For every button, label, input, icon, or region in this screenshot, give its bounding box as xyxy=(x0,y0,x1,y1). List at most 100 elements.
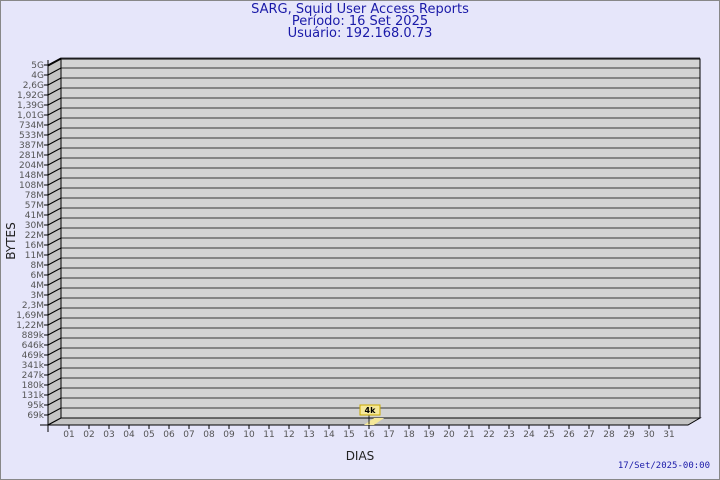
grid-diagonal xyxy=(47,257,62,266)
grid-diagonal xyxy=(47,387,62,396)
x-tick-label: 25 xyxy=(543,430,554,440)
footer-timestamp: 17/Set/2025-00:00 xyxy=(617,461,710,471)
y-tick-label: 30M xyxy=(25,221,44,231)
grid-diagonal xyxy=(47,307,62,316)
y-tick-label: 4G xyxy=(31,71,44,81)
chart-title: SARG, Squid User Access Reports xyxy=(251,2,469,17)
back-wall xyxy=(60,58,701,419)
y-tick-label: 148M xyxy=(19,171,44,181)
x-tick-label: 01 xyxy=(63,430,74,440)
y-tick-label: 16M xyxy=(25,241,44,251)
grid-diagonal xyxy=(47,407,62,416)
y-tick-label: 247k xyxy=(22,371,45,381)
x-tick-label: 20 xyxy=(443,430,455,440)
y-tick-label: 4M xyxy=(31,281,45,291)
x-tick-label: 24 xyxy=(523,430,535,440)
x-tick-label: 27 xyxy=(583,430,594,440)
x-axis-title: DIAS xyxy=(346,449,375,463)
y-tick-label: 204M xyxy=(19,161,44,171)
y-tick-label: 889k xyxy=(22,331,45,341)
x-tick-label: 21 xyxy=(463,430,474,440)
y-tick-label: 533M xyxy=(19,131,44,141)
x-tick-label: 16 xyxy=(363,430,375,440)
y-tick-label: 41M xyxy=(25,211,44,221)
x-tick-label: 02 xyxy=(83,430,94,440)
grid-diagonal xyxy=(47,87,62,96)
y-tick-label: 6M xyxy=(31,271,45,281)
y-tick-label: 11M xyxy=(25,251,44,261)
grid-diagonal xyxy=(47,217,62,226)
x-tick-label: 15 xyxy=(343,430,354,440)
y-tick-label: 734M xyxy=(19,121,44,131)
x-tick-label: 12 xyxy=(283,430,294,440)
x-tick-label: 29 xyxy=(623,430,635,440)
grid-diagonal xyxy=(47,77,62,86)
y-tick-label: 469k xyxy=(22,351,45,361)
x-tick-label: 06 xyxy=(163,430,175,440)
x-tick-label: 19 xyxy=(423,430,435,440)
x-tick-label: 30 xyxy=(643,430,655,440)
y-axis-title: BYTES xyxy=(4,222,18,259)
y-tick-label: 5G xyxy=(31,61,44,71)
y-tick-label: 131k xyxy=(22,391,45,401)
grid-diagonal xyxy=(47,327,62,336)
y-tick-label: 387M xyxy=(19,141,44,151)
x-tick-label: 22 xyxy=(483,430,494,440)
grid-diagonal xyxy=(47,117,62,126)
grid-diagonal xyxy=(47,287,62,296)
x-tick-label: 04 xyxy=(123,430,135,440)
grid-diagonal xyxy=(47,157,62,166)
x-tick-label: 03 xyxy=(103,430,114,440)
grid-diagonal xyxy=(47,397,62,406)
grid-diagonal xyxy=(47,187,62,196)
y-tick-label: 108M xyxy=(19,181,44,191)
grid-diagonal xyxy=(47,67,62,76)
grid-diagonal xyxy=(47,277,62,286)
x-tick-label: 07 xyxy=(183,430,194,440)
y-tick-label: 78M xyxy=(25,191,44,201)
x-tick-label: 13 xyxy=(303,430,314,440)
grid-diagonal xyxy=(47,297,62,306)
y-tick-label: 69k xyxy=(27,411,44,421)
grid-diagonal xyxy=(47,317,62,326)
x-tick-label: 28 xyxy=(603,430,615,440)
bar-data-label: 4k xyxy=(365,406,377,415)
x-tick-label: 09 xyxy=(223,430,235,440)
x-tick-label: 23 xyxy=(503,430,514,440)
grid-diagonal xyxy=(47,97,62,106)
grid-diagonal xyxy=(47,147,62,156)
grid-diagonal xyxy=(47,227,62,236)
x-tick-label: 11 xyxy=(263,430,274,440)
y-tick-label: 1,69M xyxy=(16,311,44,321)
x-tick-label: 05 xyxy=(143,430,154,440)
grid-diagonal xyxy=(47,367,62,376)
y-tick-label: 3M xyxy=(31,291,45,301)
x-tick-label: 17 xyxy=(383,430,394,440)
y-tick-label: 1,39G xyxy=(17,101,44,111)
grid-diagonal xyxy=(47,127,62,136)
grid-diagonal xyxy=(47,237,62,246)
y-tick-label: 341k xyxy=(22,361,45,371)
grid-diagonal xyxy=(47,247,62,256)
grid-diagonal xyxy=(47,167,62,176)
y-tick-label: 2,6G xyxy=(23,81,44,91)
x-tick-label: 14 xyxy=(323,430,335,440)
x-tick-label: 18 xyxy=(403,430,415,440)
chart-period: Período: 16 Set 2025 xyxy=(291,14,429,29)
y-tick-label: 57M xyxy=(25,201,44,211)
grid-diagonal xyxy=(47,197,62,206)
y-tick-label: 646k xyxy=(22,341,45,351)
chart-user: Usuário: 192.168.0.73 xyxy=(287,26,433,41)
grid-diagonal xyxy=(47,207,62,216)
x-tick-label: 26 xyxy=(563,430,575,440)
y-tick-label: 8M xyxy=(31,261,45,271)
grid-diagonal xyxy=(47,377,62,386)
grid-diagonal xyxy=(47,357,62,366)
grid-diagonal xyxy=(47,267,62,276)
y-tick-label: 1,22M xyxy=(16,321,44,331)
grid-diagonal xyxy=(47,137,62,146)
grid-diagonal xyxy=(47,347,62,356)
y-tick-label: 95k xyxy=(27,401,44,411)
y-tick-label: 281M xyxy=(19,151,44,161)
